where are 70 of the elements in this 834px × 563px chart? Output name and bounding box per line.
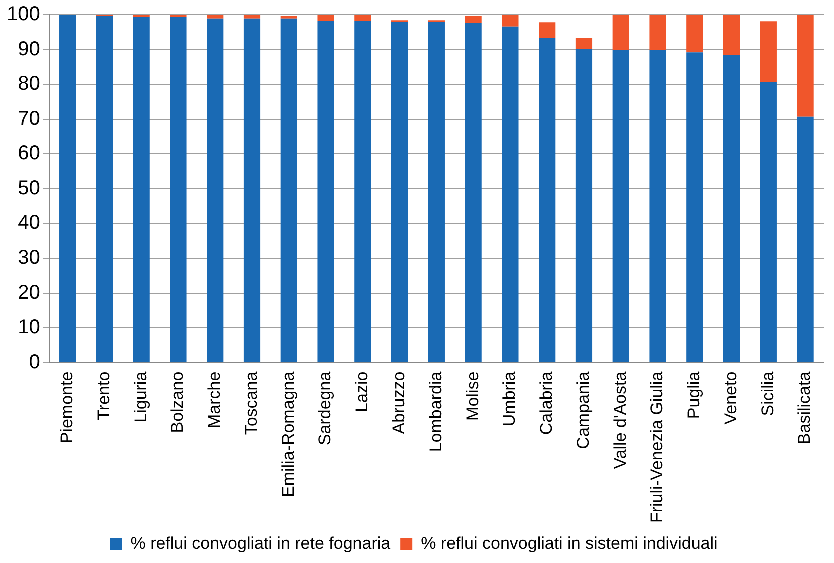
- bar: [207, 15, 224, 19]
- bar: [170, 17, 187, 362]
- x-tick-label: Umbria: [500, 371, 520, 427]
- x-tick-label: Basilicata: [795, 371, 814, 445]
- legend-label: % reflui convogliati in sistemi individuali: [421, 534, 718, 554]
- bar: [60, 15, 76, 362]
- bar: [539, 22, 556, 38]
- x-tick-label: Toscana: [242, 371, 261, 436]
- bar: [576, 38, 593, 50]
- x-tick-label: Lombardia: [426, 371, 446, 452]
- x-tick-label: Molise: [463, 372, 482, 421]
- x-tick-label: Piemonte: [58, 372, 76, 444]
- x-tick-label: Trento: [94, 372, 114, 420]
- bar: [612, 15, 630, 50]
- bar: [502, 15, 519, 27]
- x-tick-label: Bolzano: [168, 372, 188, 434]
- y-tick-label: 40: [18, 212, 40, 234]
- bar: [392, 22, 408, 362]
- y-tick-label: 50: [18, 177, 40, 200]
- x-tick-label: Abruzzo: [389, 372, 408, 434]
- y-tick-label: 20: [18, 282, 40, 304]
- x-tick-label: Lazio: [352, 372, 372, 412]
- bar: [760, 82, 777, 362]
- bar: [502, 26, 519, 362]
- x-tick-label: Campania: [574, 371, 593, 450]
- bar: [244, 15, 261, 19]
- y-tick-label: 10: [18, 316, 40, 339]
- x-tick-label: Liguria: [131, 371, 150, 423]
- y-tick-label: 70: [18, 108, 40, 130]
- bar: [612, 50, 630, 362]
- bar: [280, 18, 298, 362]
- y-tick-label: 80: [18, 73, 40, 96]
- bar: [133, 17, 150, 362]
- bar: [207, 18, 224, 362]
- bar: [318, 15, 334, 22]
- bar: [576, 49, 593, 362]
- x-tick-label: Marche: [205, 372, 224, 429]
- legend-label: % reflui convogliati in rete fognaria: [130, 534, 392, 554]
- bar: [318, 21, 334, 362]
- bar: [650, 15, 666, 50]
- bar: [723, 55, 740, 362]
- x-tick-label: Friuli-Venezia Giulia: [648, 371, 667, 524]
- x-tick-label: Puglia: [684, 371, 704, 420]
- bar: [465, 23, 482, 362]
- bar: [96, 16, 113, 362]
- y-tick-label: 100: [6, 4, 40, 26]
- x-tick-label: Calabria: [537, 371, 556, 436]
- x-tick-label: Sardegna: [316, 371, 335, 446]
- bar: [244, 18, 261, 362]
- bar: [797, 15, 814, 117]
- bar: [723, 15, 740, 55]
- bar: [354, 21, 372, 362]
- y-tick-label: 0: [29, 351, 40, 374]
- y-tick-label: 60: [18, 142, 40, 165]
- bar: [650, 50, 666, 362]
- x-tick-label: Emilia-Romagna: [278, 371, 298, 498]
- bar: [428, 22, 445, 362]
- bar: [760, 22, 777, 82]
- bar: [797, 116, 814, 362]
- bar: [465, 16, 482, 24]
- bar: [539, 38, 556, 362]
- bar: [354, 15, 372, 22]
- x-tick-label: Veneto: [721, 372, 740, 425]
- bar: [686, 52, 704, 362]
- y-tick-label: 90: [18, 38, 40, 60]
- bar: [686, 15, 704, 53]
- x-tick-label: Sicilia: [758, 371, 778, 416]
- y-tick-label: 30: [18, 246, 40, 269]
- x-tick-label: Valle d'Aosta: [610, 371, 630, 470]
- bar: [280, 16, 298, 19]
